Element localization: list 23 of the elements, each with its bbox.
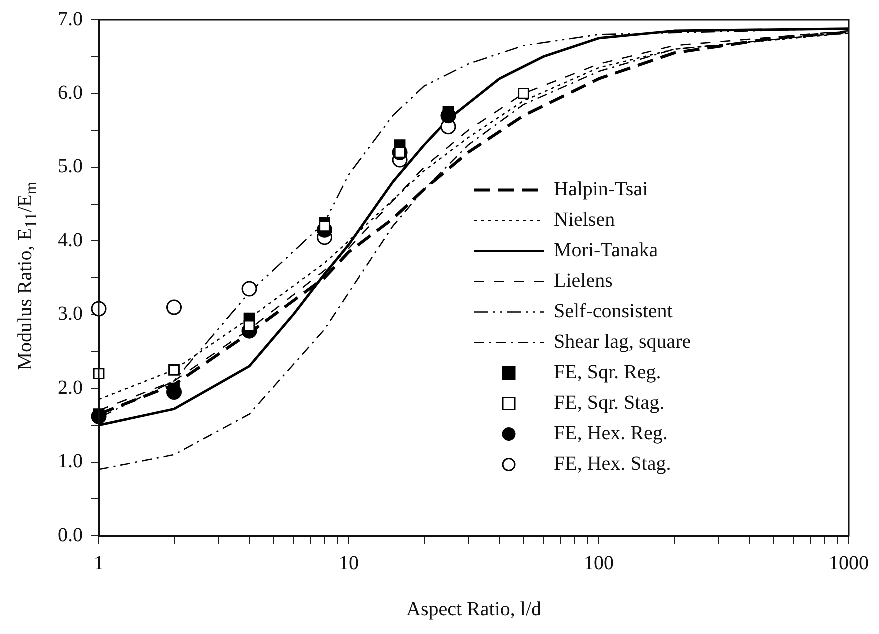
y-tick-label: 1.0 bbox=[58, 450, 83, 473]
y-tick-label: 5.0 bbox=[58, 156, 83, 178]
legend-label: Mori-Tanaka bbox=[554, 240, 658, 262]
y-tick-label: 2.0 bbox=[58, 376, 83, 399]
x-tick-label: 10 bbox=[339, 552, 359, 574]
x-tick-label: 100 bbox=[584, 552, 614, 574]
legend-label: Lielens bbox=[554, 270, 614, 292]
legend-label: Nielsen bbox=[554, 209, 616, 232]
y-tick-label: 0.0 bbox=[58, 524, 83, 546]
legend-label: FE, Hex. Reg. bbox=[554, 422, 668, 445]
x-tick-label: 1000 bbox=[829, 552, 869, 574]
legend-label: FE, Sqr. Reg. bbox=[554, 362, 662, 384]
y-tick-label: 6.0 bbox=[58, 82, 83, 104]
legend-label: Self-consistent bbox=[554, 300, 674, 323]
x-tick-label: 1 bbox=[94, 552, 104, 574]
y-tick-label: 7.0 bbox=[58, 8, 83, 30]
legend-label: FE, Hex. Stag. bbox=[554, 453, 672, 476]
legend-label: Shear lag, square bbox=[554, 331, 692, 354]
y-tick-label: 3.0 bbox=[58, 303, 83, 326]
x-axis-title: Aspect Ratio, l/d bbox=[406, 598, 542, 620]
y-tick-label: 4.0 bbox=[58, 229, 83, 252]
legend-label: FE, Sqr. Stag. bbox=[554, 392, 665, 414]
legend-label: Halpin-Tsai bbox=[554, 178, 649, 201]
